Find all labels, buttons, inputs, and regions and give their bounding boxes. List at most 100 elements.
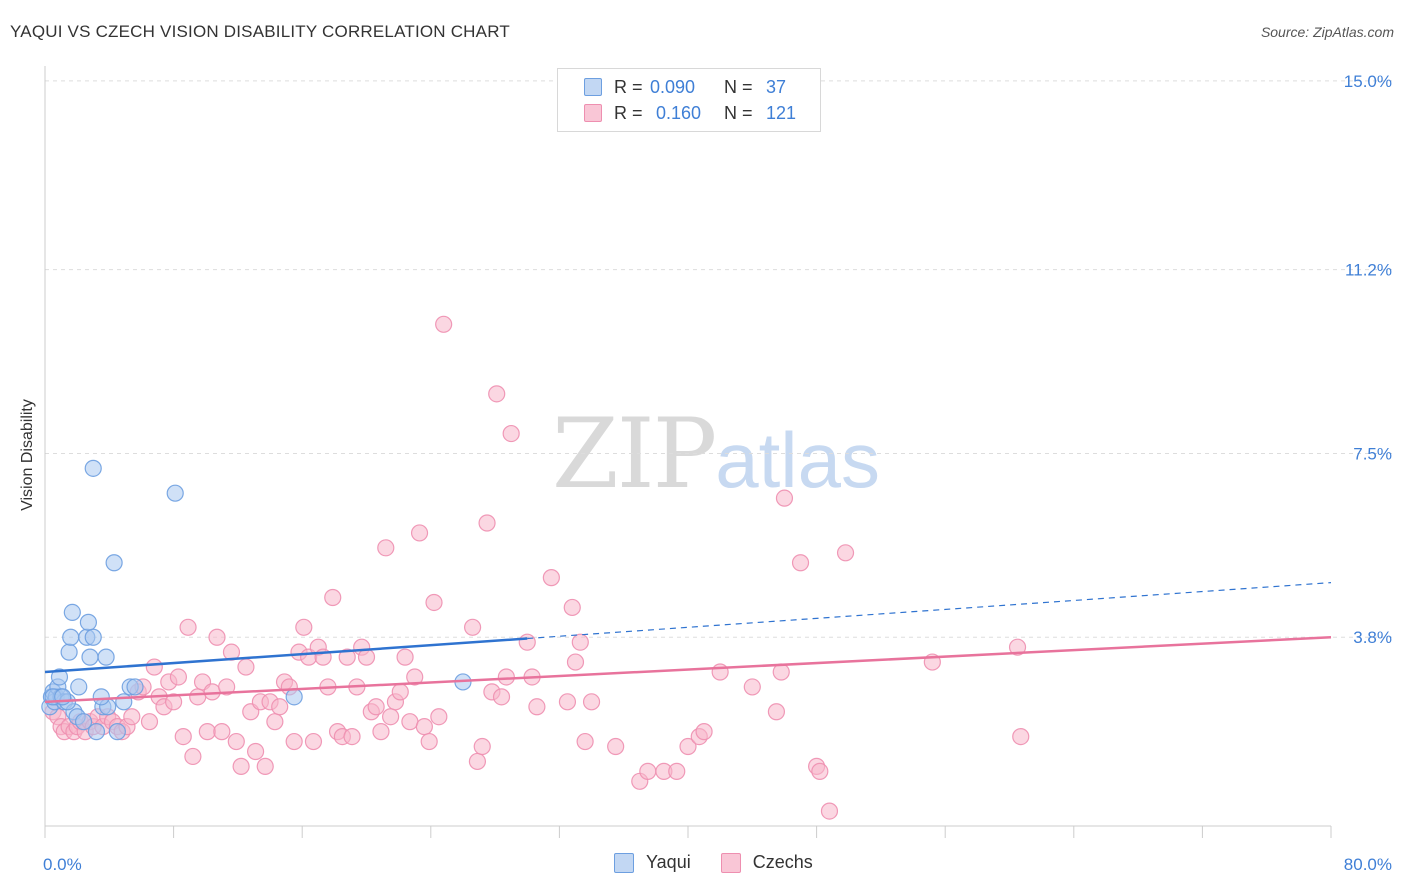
czech-point [820,802,839,820]
czech-point [528,698,546,716]
series-legend: Yaqui Czechs [614,852,843,873]
czech-point [165,693,183,711]
czech-point [1008,638,1027,656]
czech-point [266,713,284,731]
czech-point [324,588,342,607]
czech-point [377,539,395,557]
czech-point [203,683,221,701]
yaqui-point [97,648,115,666]
trend-lines [44,582,1332,704]
legend-yaqui-label: Yaqui [646,852,691,872]
czech-trend-line [44,635,1332,704]
czech-point [679,737,697,756]
czech-point [518,633,536,651]
czech-point [468,752,487,771]
czechs-swatch [584,104,602,122]
czech-point [463,618,482,636]
czech-point [246,742,265,761]
czech-point [271,698,289,716]
legend-r-label: R = [614,102,643,123]
czech-point [382,708,400,726]
czech-point [123,708,141,726]
czech-point [558,693,577,711]
y-tick-label: 3.8% [1353,628,1392,647]
czech-point [256,757,274,775]
watermark-zip: ZIP [552,398,717,510]
yaqui-point [126,678,144,696]
y-tick-label: 7.5% [1353,444,1392,463]
stats-legend: R = 0.090 N = 37 R = 0.160 N = 121 [557,68,821,132]
gridlines [45,80,1392,638]
czech-point [563,598,581,617]
czechs-legend-swatch [720,852,741,873]
yaqui-point [70,678,88,696]
czech-point [607,737,625,756]
yaqui-point [62,628,80,646]
czech-point [145,658,163,676]
legend-n-value: 37 [766,76,787,97]
czech-point [791,554,810,572]
source-credit: Source: ZipAtlas.com [1260,24,1394,40]
czech-point [488,385,506,403]
czech-point [435,315,453,333]
czech-point [372,723,390,741]
czech-point [582,693,601,711]
yaqui-swatch [584,78,602,96]
czech-point [811,762,829,780]
czech-point [208,628,226,646]
czech-point [1012,727,1030,746]
yaqui-legend-swatch [614,852,634,873]
yaqui-point [87,723,106,741]
czech-point [285,732,303,751]
czech-point [668,762,686,780]
czech-point [401,713,419,731]
y-tick-label: 11.2% [1345,261,1392,280]
yaqui-point [285,688,303,706]
legend-item-czechs: Czechs [720,852,813,873]
yaqui-point [105,554,123,572]
yaqui-point [79,613,98,631]
czech-point [639,762,657,780]
czech-point [836,544,855,562]
legend-row-yaqui: R = 0.090 N = 37 [584,76,786,98]
czech-point [198,723,216,741]
czech-point [478,514,496,532]
yaqui-trend-line [44,637,528,674]
czech-point [576,732,594,751]
legend-czechs-label: Czechs [752,852,813,872]
chart-title: YAQUI VS CZECH VISION DISABILITY CORRELA… [10,22,510,41]
czech-point [218,678,236,696]
legend-item-yaqui: Yaqui [614,852,691,873]
czech-point [492,688,511,706]
yaqui-point [115,693,133,711]
legend-n-label: N = [724,102,753,123]
watermark: ZIPatlas [552,398,880,510]
yaqui-point [63,603,81,622]
czech-point [343,727,361,746]
legend-n-value: 121 [766,102,797,123]
czech-point [430,708,448,726]
czech-point [571,633,589,651]
legend-r-value: 0.160 [656,102,702,123]
data-points [41,315,1030,820]
watermark-atlas: atlas [715,416,880,504]
legend-r-value: 0.090 [650,76,696,97]
czech-point [406,668,424,686]
czech-point [775,489,794,507]
czech-point [179,618,197,636]
czech-point [174,727,192,746]
yaqui-point [60,643,78,661]
czech-point [227,732,245,751]
czech-point [473,737,491,756]
yaqui-point [84,459,102,477]
czech-point [420,732,438,751]
czech-point [542,569,560,587]
yaqui-point [166,484,184,502]
legend-n-label: N = [724,76,753,97]
czech-point [237,658,255,676]
czech-point [169,668,188,686]
czech-point [396,648,414,666]
czech-point [295,618,313,636]
czech-point [772,663,790,681]
yaqui-point [81,648,99,666]
